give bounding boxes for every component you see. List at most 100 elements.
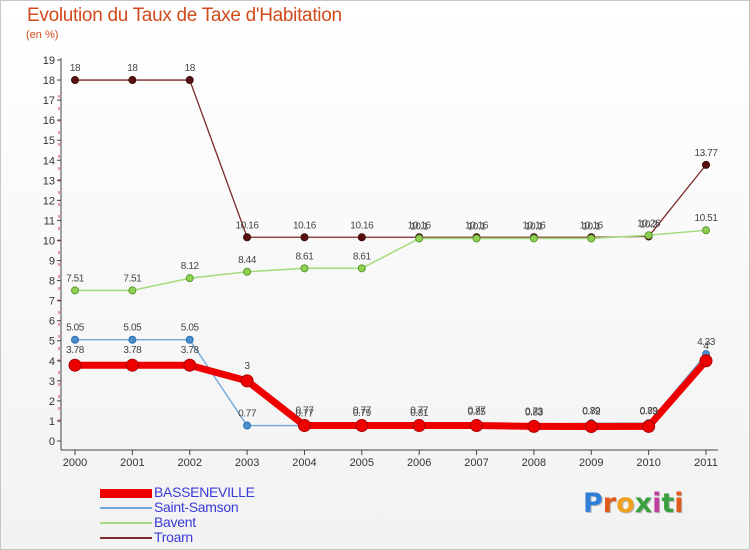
y-tick-label: 18	[43, 75, 55, 87]
data-label-basseneville: 3.78	[123, 345, 142, 356]
legend-swatch	[100, 488, 152, 498]
data-label-basseneville: 0.72	[582, 407, 601, 418]
y-tick-label: 6	[49, 316, 55, 328]
x-tick-label: 2006	[407, 457, 431, 469]
legend-swatch	[100, 537, 152, 539]
y-tick-label: 16	[43, 115, 55, 127]
data-point-basseneville	[68, 358, 82, 372]
data-label-troarn: 13.77	[694, 148, 718, 159]
x-tick-label: 2002	[177, 457, 201, 469]
data-point-bavent	[644, 231, 653, 240]
x-tick-label: 2000	[63, 457, 87, 469]
x-tick-label: 2007	[464, 457, 488, 469]
data-point-bavent	[185, 274, 194, 283]
proxiti-logo: Proxiti	[583, 488, 684, 519]
chart-title: Evolution du Taux de Taxe d'Habitation	[27, 5, 342, 26]
data-point-troarn	[300, 233, 309, 242]
legend-swatch	[100, 507, 152, 509]
data-label-bavent: 10.1	[410, 221, 429, 232]
y-tick-label: 19	[43, 55, 55, 67]
data-point-basseneville	[240, 374, 254, 388]
data-label-troarn: 10.2	[640, 219, 659, 230]
data-label-bavent: 10.26	[637, 218, 661, 229]
y-tick-label: 14	[43, 155, 55, 167]
y-tick-label: 12	[43, 195, 55, 207]
data-label-basseneville: 0.77	[353, 406, 372, 417]
logo-letter: t	[661, 488, 675, 519]
logo-letter: o	[616, 488, 635, 519]
legend-label: Saint-Samson	[154, 499, 239, 515]
data-point-basseneville	[699, 354, 713, 368]
data-label-bavent: 8.44	[238, 255, 257, 266]
data-label-basseneville: 3.78	[181, 345, 200, 356]
chart-unit-label: (en %)	[26, 29, 59, 41]
data-label-basseneville: 0.77	[468, 406, 487, 417]
data-label-saint-samson: 4.33	[697, 337, 716, 348]
data-label-saint-samson: 0.79	[353, 408, 372, 419]
x-tick-label: 2009	[579, 457, 603, 469]
series-line-bavent	[75, 229, 707, 292]
data-label-troarn: 10.16	[350, 220, 374, 231]
data-point-basseneville	[527, 419, 541, 433]
y-tick-label: 17	[43, 95, 55, 107]
data-label-saint-samson: 5.05	[181, 323, 200, 334]
data-label-saint-samson: 0.85	[468, 407, 487, 418]
data-label-basseneville: 0.73	[640, 406, 659, 417]
data-point-basseneville	[355, 419, 369, 433]
data-point-saint-samson	[71, 335, 79, 344]
x-tick-label: 2004	[292, 457, 316, 469]
series-line-basseneville	[75, 358, 709, 431]
logo-letter: i	[652, 488, 662, 519]
data-point-bavent	[415, 234, 424, 243]
data-point-basseneville	[642, 419, 656, 433]
data-label-bavent: 8.61	[296, 251, 315, 262]
data-point-bavent	[702, 226, 710, 235]
data-label-saint-samson: 0.77	[238, 409, 257, 420]
data-point-basseneville	[584, 420, 598, 434]
y-tick-label: 15	[43, 135, 55, 147]
data-point-basseneville	[297, 419, 311, 433]
data-label-saint-samson: 0.81	[410, 408, 429, 419]
data-point-troarn	[185, 76, 194, 85]
data-point-bavent	[300, 264, 309, 273]
y-tick-label: 8	[49, 276, 55, 288]
x-tick-label: 2011	[694, 457, 718, 469]
data-point-basseneville	[125, 358, 139, 372]
y-tick-label: 3	[49, 376, 55, 388]
y-tick-label: 1	[49, 416, 55, 428]
legend-label: Troarn	[154, 529, 193, 545]
logo-letter: P	[583, 488, 603, 519]
data-point-bavent	[529, 234, 538, 243]
logo-letter: i	[674, 488, 684, 519]
data-point-troarn	[702, 160, 710, 169]
data-label-bavent: 10.1	[525, 221, 544, 232]
legend-label: BASSENEVILLE	[154, 484, 255, 500]
data-label-bavent: 10.1	[468, 221, 487, 232]
x-tick-label: 2001	[120, 457, 144, 469]
data-point-basseneville	[470, 419, 484, 433]
data-label-saint-samson: 0.89	[640, 406, 659, 417]
data-label-troarn: 10.16	[522, 220, 546, 231]
data-point-bavent	[587, 234, 596, 243]
data-label-saint-samson: 0.77	[296, 409, 315, 420]
data-label-troarn: 10.16	[236, 220, 260, 231]
data-label-basseneville: 3	[245, 361, 251, 372]
y-tick-label: 11	[44, 215, 55, 227]
y-tick-label: 5	[49, 336, 55, 348]
series-line-saint-samson	[75, 339, 707, 427]
data-label-bavent: 10.1	[582, 221, 601, 232]
data-label-basseneville: 4	[703, 341, 709, 352]
x-tick-label: 2003	[235, 457, 259, 469]
data-point-bavent	[357, 264, 366, 273]
data-label-troarn: 18	[127, 63, 138, 74]
data-point-bavent	[472, 234, 481, 243]
data-label-troarn: 10.16	[580, 220, 604, 231]
logo-letter: r	[602, 488, 617, 519]
y-tick-label: 7	[49, 296, 55, 308]
data-point-saint-samson	[243, 421, 252, 430]
data-label-troarn: 18	[70, 63, 81, 74]
x-tick-label: 2005	[350, 457, 374, 469]
data-label-basseneville: 0.77	[296, 406, 315, 417]
data-label-saint-samson: 0.83	[525, 407, 544, 418]
